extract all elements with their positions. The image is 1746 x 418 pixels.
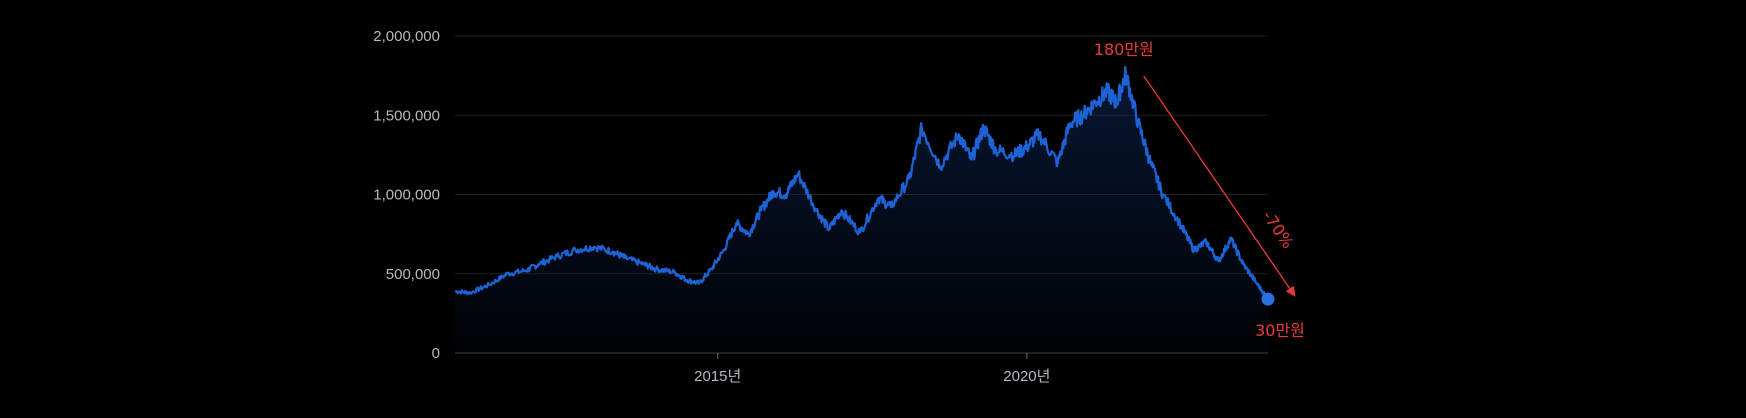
- y-tick-label: 1,000,000: [373, 187, 440, 204]
- x-tick-label: 2020년: [1003, 368, 1050, 385]
- current-price-label: 30만원: [1255, 321, 1305, 340]
- current-price-dot: [1261, 292, 1275, 306]
- x-tick-label: 2015년: [694, 368, 741, 385]
- price-area-fill: [455, 67, 1268, 353]
- price-area: [455, 67, 1268, 353]
- y-tick-label: 500,000: [386, 266, 440, 283]
- peak-price-label: 180만원: [1094, 40, 1154, 59]
- y-tick-label: 1,500,000: [373, 107, 440, 124]
- y-tick-label: 0: [432, 345, 440, 362]
- price-line: [454, 66, 1275, 306]
- price-series-line: [454, 66, 1269, 301]
- decline-percent-label: -70%: [1259, 207, 1298, 252]
- y-tick-label: 2,000,000: [373, 28, 440, 45]
- decline-arrow: [1143, 75, 1296, 297]
- axes: 0 500,000 1,000,000 1,500,000 2,000,000 2015년…: [373, 28, 1268, 385]
